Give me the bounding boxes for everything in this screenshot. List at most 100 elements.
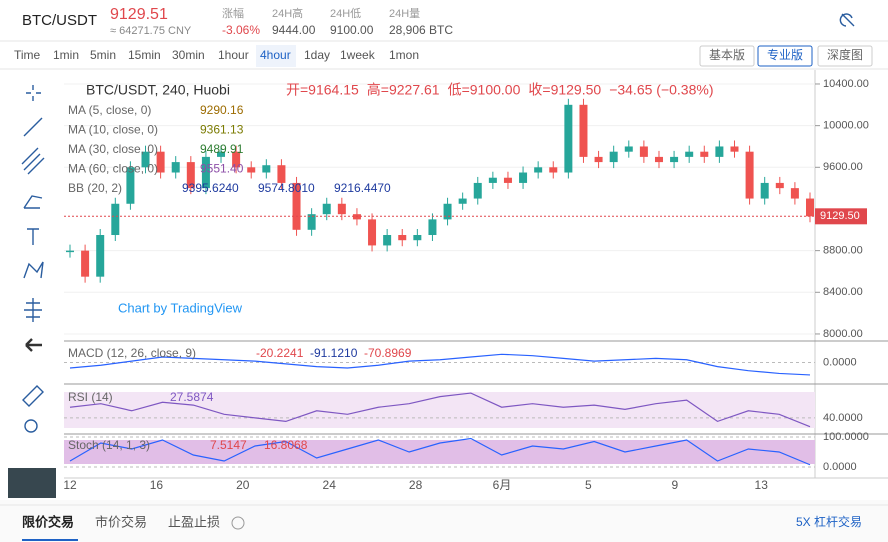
indicator-value: 9489.91 (200, 142, 244, 156)
time-tick-label: 20 (236, 478, 250, 492)
stat-label: 涨幅 (222, 7, 244, 20)
indicator-line (69, 437, 811, 466)
stat-value: -3.06% (222, 23, 260, 37)
candle-body (413, 235, 422, 241)
candle-body (473, 182, 482, 199)
time-tick-label: 5 (585, 478, 592, 492)
candle-body (670, 156, 679, 163)
interval-button[interactable]: 15min (128, 48, 161, 62)
version-button-frame[interactable] (699, 45, 755, 67)
panel-value: 27.5874 (170, 390, 214, 404)
panel-name: RSI (14) (68, 390, 113, 404)
legend-ohlc: 低=9100.00 (448, 82, 521, 98)
interval-button[interactable]: 4hour (260, 48, 291, 62)
legend-ohlc: 开=9164.15 (286, 82, 359, 98)
info-icon (231, 516, 245, 530)
candle-body (171, 162, 180, 173)
candle-body (81, 250, 90, 277)
candle-body (609, 151, 618, 163)
last-price: 9129.51 (110, 6, 168, 23)
time-tick-label: 13 (755, 478, 769, 492)
settings-icon[interactable] (839, 13, 855, 27)
interval-button[interactable]: 30min (172, 48, 205, 62)
candle-body (639, 146, 648, 157)
panel-value: -20.2241 (256, 346, 304, 360)
candle-body (730, 146, 739, 152)
candle-body (488, 177, 497, 183)
cny-price: ≈ 64271.75 CNY (110, 25, 192, 37)
fib-tool[interactable] (21, 147, 45, 175)
version-button-frame[interactable] (817, 45, 873, 67)
price-tick-label: 8800.00 (823, 245, 863, 257)
candle-body (624, 146, 633, 152)
candle-body (217, 151, 226, 157)
candle-body (579, 104, 588, 157)
panel-value: 7.5147 (210, 438, 247, 452)
stoch-band (64, 440, 815, 464)
footer-tab[interactable]: 止盈止损 (168, 514, 220, 529)
line-tool[interactable] (23, 117, 43, 137)
candle-body (292, 182, 301, 230)
panel-tick-label: 40.0000 (823, 412, 863, 424)
price-tick-label: 8400.00 (823, 286, 863, 298)
candle-body (156, 151, 165, 173)
interval-button[interactable]: 1hour (218, 48, 249, 62)
time-tick-label: 16 (150, 478, 164, 492)
stat-value: 9444.00 (272, 23, 316, 37)
magnet-tool[interactable] (8, 468, 56, 498)
panel-value: -91.1210 (310, 346, 358, 360)
candle-body (775, 182, 784, 189)
candle-body (232, 151, 241, 168)
indicator-name: MA (10, close, 0) (68, 123, 158, 137)
version-button[interactable]: 基本版 (709, 48, 745, 62)
interval-button[interactable]: 1day (304, 48, 330, 62)
candle-body (806, 198, 814, 217)
collapse-tool[interactable] (25, 338, 42, 352)
panel-value: 16.8068 (264, 438, 308, 452)
stat-value: 9100.00 (330, 23, 374, 37)
text-tool[interactable] (27, 228, 39, 245)
interval-button[interactable]: 1min (53, 48, 79, 62)
indicator-value: 9216.4470 (334, 181, 391, 195)
last-price-tag (815, 208, 867, 225)
footer-tab[interactable]: 市价交易 (95, 514, 147, 529)
version-button-frame[interactable] (757, 45, 813, 67)
indicator-value: 9361.13 (200, 123, 244, 137)
pattern-tool[interactable] (23, 261, 44, 279)
panel-tick-label: 0.0000 (823, 356, 857, 368)
interval-button[interactable]: 1mon (389, 48, 419, 62)
candle-body (685, 151, 694, 157)
stat-label: 24H低 (330, 7, 361, 20)
zoom-tool[interactable] (24, 419, 38, 433)
time-tick-label: 6月 (493, 478, 512, 492)
candle-body (111, 203, 120, 236)
time-tick-label: 12 (63, 478, 77, 492)
panel-name: Stoch (14, 1, 3) (68, 438, 150, 452)
last-price-label: 9129.50 (820, 210, 860, 222)
interval-button[interactable]: 1week (340, 48, 376, 62)
candle-body (126, 167, 135, 204)
version-button[interactable]: 深度图 (827, 47, 863, 62)
candle-body (201, 156, 210, 189)
interval-button[interactable]: Time (14, 48, 41, 62)
version-button[interactable]: 专业版 (767, 47, 803, 62)
footer-tab[interactable]: 限价交易 (22, 514, 74, 529)
indicator-value: 9395.6240 (182, 181, 239, 195)
candle-body (277, 165, 286, 183)
candle-body (247, 167, 256, 173)
candle-body (337, 203, 346, 215)
ruler-tool[interactable] (22, 385, 44, 407)
candle-body (428, 219, 437, 236)
measure-tool[interactable] (24, 298, 42, 322)
candle-body (503, 177, 512, 183)
crosshair-tool[interactable] (26, 85, 41, 101)
leverage-link[interactable]: 5X 杠杆交易 (796, 514, 862, 529)
indicator-value: 9574.8010 (258, 181, 315, 195)
candle-body (745, 151, 754, 199)
brush-tool[interactable] (23, 195, 43, 209)
interval-button[interactable]: 5min (90, 48, 116, 62)
price-tick-label: 8000.00 (823, 328, 863, 340)
indicator-value: 9290.16 (200, 103, 244, 117)
candle-body (398, 235, 407, 241)
